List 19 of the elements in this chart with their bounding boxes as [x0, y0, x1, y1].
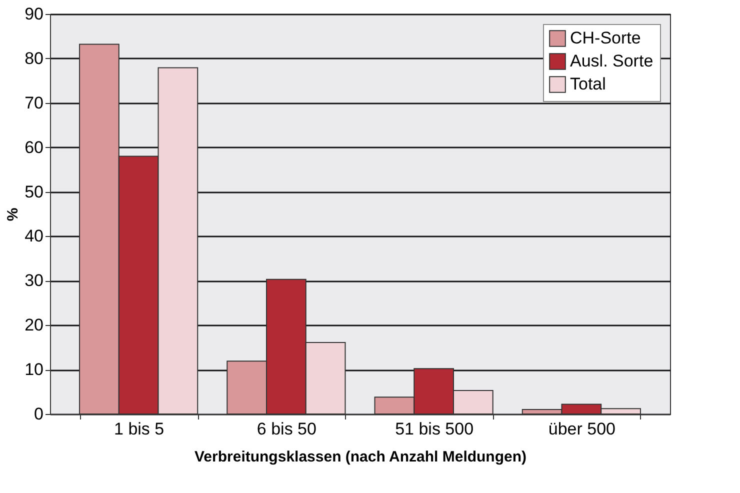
y-tick-label: 80 — [24, 48, 44, 68]
x-axis-title: Verbreitungsklassen (nach Anzahl Meldungen) — [194, 448, 527, 466]
y-tick-label: 10 — [24, 360, 44, 380]
legend-label: CH-Sorte — [570, 28, 641, 48]
x-tick-label: 1 bis 5 — [114, 420, 164, 438]
y-tick-label: 40 — [24, 226, 44, 246]
y-tick-label: 50 — [24, 182, 44, 202]
x-tick-label: über 500 — [548, 420, 616, 438]
y-axis-title: % — [4, 208, 22, 222]
y-tick-label: 30 — [24, 271, 44, 290]
y-tick-label: 0 — [34, 404, 44, 424]
legend-label: Ausl. Sorte — [570, 52, 654, 70]
y-tick-label: 60 — [24, 138, 44, 157]
legend-label: Total — [570, 74, 606, 94]
y-tick-label: 70 — [24, 93, 44, 112]
x-tick-label: 6 bis 50 — [256, 420, 316, 438]
y-tick-label: 90 — [24, 4, 44, 24]
x-tick-label: 51 bis 500 — [395, 420, 474, 438]
y-tick-label: 20 — [24, 316, 44, 335]
